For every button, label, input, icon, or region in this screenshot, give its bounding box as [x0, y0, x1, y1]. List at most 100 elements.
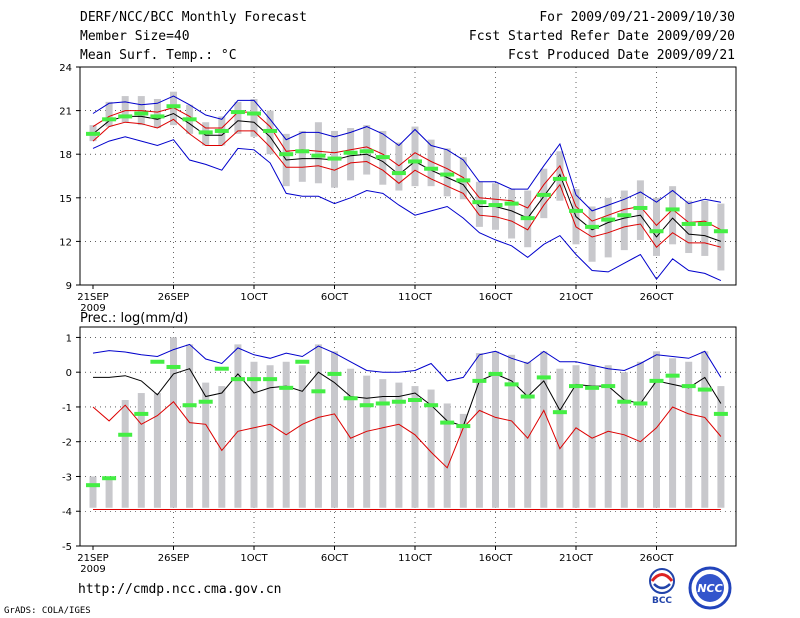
precip-member-marker: [504, 382, 519, 387]
precip-member-marker: [311, 389, 326, 394]
temp-member-marker: [456, 178, 471, 183]
temp-member-marker: [118, 114, 133, 119]
precip-range-bar: [508, 354, 516, 508]
temp-member-marker: [633, 205, 648, 210]
website-url[interactable]: http://cmdp.ncc.cma.gov.cn: [78, 582, 282, 597]
precip-y-tick-label: -4: [62, 507, 72, 518]
precip-range-bar: [620, 372, 628, 508]
temp-member-marker: [408, 159, 422, 164]
precip-member-marker: [230, 377, 245, 382]
precip-range-bar: [411, 386, 419, 508]
precip-range-bar: [492, 351, 499, 508]
precip-y-tick-label: -5: [62, 542, 72, 553]
precip-range-bar: [186, 344, 194, 508]
ncc-logo-globe-icon: [696, 574, 724, 602]
precip-range-bar: [121, 400, 129, 508]
temp-x-tick-label: 11OCT: [398, 292, 433, 303]
precip-member-marker: [569, 384, 583, 389]
precip-range-bar: [89, 476, 97, 508]
precip-member-marker: [263, 377, 278, 382]
precip-range-bar: [427, 389, 435, 508]
precip-y-tick-label: -2: [62, 438, 72, 449]
precip-member-marker: [86, 483, 100, 488]
temp-member-marker: [649, 229, 664, 234]
precip-series-min: [92, 400, 722, 469]
temp-series-mean-plus-sd: [92, 107, 722, 231]
precip-range-bar: [153, 393, 161, 508]
precip-range-bar: [298, 365, 306, 508]
variable-label: Mean Surf. Temp.: °C: [80, 48, 237, 63]
temp-range-bar: [604, 197, 612, 258]
temp-range-bar: [653, 197, 660, 256]
precip-member-marker: [488, 371, 503, 376]
precip-member-marker: [166, 364, 181, 369]
temp-y-tick-label: 21: [59, 107, 72, 118]
precip-y-tick-label: -3: [62, 472, 72, 483]
temp-member-marker: [343, 150, 358, 155]
temp-range-bar: [121, 96, 129, 123]
produced-date: Fcst Produced Date 2009/09/21: [508, 48, 735, 63]
precip-x-tick-label: 16OCT: [479, 553, 514, 564]
precip-member-marker: [118, 432, 133, 437]
temp-member-marker: [617, 213, 632, 218]
temp-member-marker: [713, 229, 728, 234]
temp-member-marker: [166, 104, 181, 109]
temp-range-bar: [234, 101, 242, 134]
temp-member-marker: [536, 192, 551, 197]
precip-range-bar: [266, 365, 274, 508]
precip-range-bar: [556, 368, 564, 508]
temp-x-tick-label: 21SEP: [77, 292, 108, 303]
precip-member-marker: [343, 396, 358, 401]
precip-x-tick-label: 6OCT: [321, 553, 349, 564]
precip-range-bar: [588, 365, 596, 508]
precip-series-mean: [93, 368, 722, 427]
temp-range-bar: [314, 122, 322, 184]
temp-member-marker: [681, 221, 696, 226]
precip-member-marker: [214, 366, 229, 371]
temp-member-marker: [569, 208, 583, 213]
temp-range-bar: [685, 200, 693, 254]
precip-x-tick-label: 21OCT: [559, 553, 594, 564]
temp-member-marker: [134, 111, 149, 116]
temp-x-tick-label: 1OCT: [240, 292, 268, 303]
temp-range-bar: [411, 126, 419, 187]
precip-member-marker: [102, 476, 117, 481]
ncc-logo: NCC: [688, 566, 732, 610]
precip-x-tick-label: 21SEP: [77, 553, 108, 564]
bcc-logo-wave-icon: [653, 583, 671, 590]
chart-title: DERF/NCC/BCC Monthly Forecast: [80, 10, 307, 25]
precip-x-tick-label: 11OCT: [398, 553, 433, 564]
precip-x-tick-label: 26OCT: [640, 553, 675, 564]
precipitation-panel: -5 -4 -3 -2 -1 0 1 21SEP 26SEP 1OCT 6OCT 11OCT 16OCT…: [62, 326, 737, 575]
precip-range-bar: [475, 353, 483, 508]
precip-member-marker: [472, 378, 487, 383]
temp-series-mean-minus-sd: [92, 118, 722, 248]
temp-range-bar: [669, 186, 677, 245]
temp-y-tick-label: 18: [59, 150, 72, 161]
temp-range-bar: [508, 189, 516, 239]
temp-range-bar: [636, 180, 644, 240]
precip-y-tick-label: 1: [66, 333, 72, 344]
refer-date: Fcst Started Refer Date 2009/09/20: [468, 29, 735, 44]
precip-range-bar: [218, 386, 226, 508]
temp-member-marker: [198, 130, 213, 135]
precip-range-bar: [636, 361, 644, 508]
precip-member-marker: [327, 371, 342, 376]
precip-range-bar: [685, 361, 693, 508]
precip-range-bar: [669, 358, 677, 508]
precip-member-marker: [713, 411, 728, 416]
temp-member-marker: [295, 149, 310, 154]
temp-member-marker: [552, 176, 567, 181]
temp-member-marker: [391, 171, 406, 176]
temp-range-bar: [427, 139, 435, 187]
temp-member-marker: [86, 131, 100, 136]
member-size-label: Member Size=40: [80, 29, 190, 44]
temp-member-marker: [520, 216, 535, 221]
temp-range-bar: [250, 98, 258, 137]
precip-panel-title: Prec.: log(mm/d): [80, 311, 188, 326]
precip-member-marker: [601, 384, 616, 389]
forecast-period: For 2009/09/21-2009/10/30: [539, 10, 735, 25]
precip-member-marker: [391, 399, 406, 404]
temp-member-marker: [263, 128, 278, 133]
precip-member-marker: [408, 398, 422, 402]
